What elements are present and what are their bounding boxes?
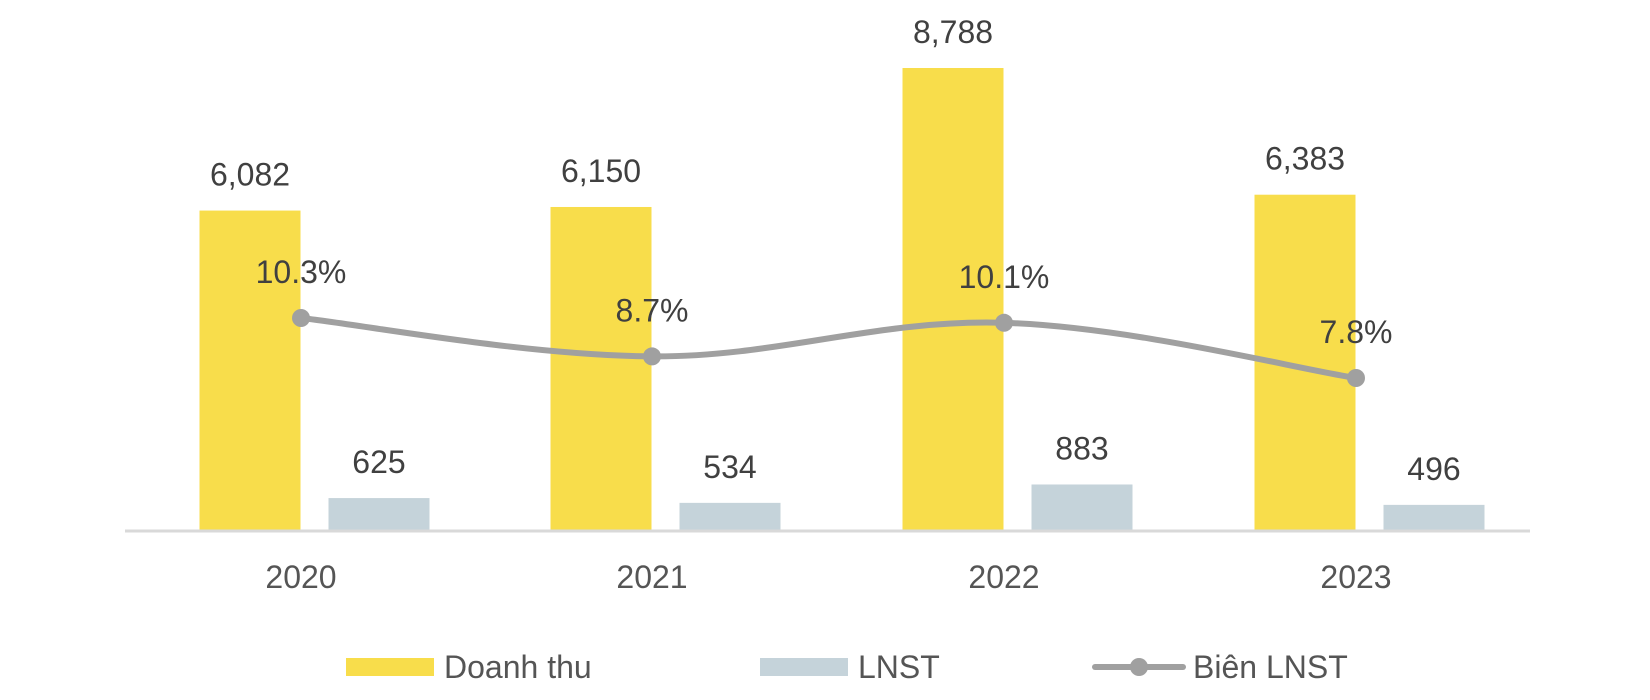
legend-item-lnst: LNST [760, 649, 940, 685]
legend-swatch-doanh-thu [346, 658, 434, 676]
point-bien-lnst-2023 [1347, 369, 1365, 387]
point-bien-lnst-2020 [292, 309, 310, 327]
bar-layer [199, 68, 1485, 532]
data-label-lnst-2020: 625 [352, 444, 405, 480]
data-label-lnst-2023: 496 [1407, 451, 1460, 487]
legend-marker-bien-lnst [1130, 658, 1148, 676]
x-tick-2023: 2023 [1320, 559, 1391, 595]
bar-lnst-2020 [328, 498, 430, 531]
bar-doanh-thu-2020 [199, 210, 301, 532]
bar-lnst-2023 [1383, 504, 1485, 531]
data-label-lnst-2022: 883 [1055, 430, 1108, 466]
x-tick-2020: 2020 [265, 559, 336, 595]
legend-swatch-lnst [760, 658, 848, 676]
data-label-lnst-2021: 534 [703, 449, 756, 485]
bar-lnst-2022 [1031, 484, 1133, 531]
legend-label-doanh-thu: Doanh thu [444, 649, 592, 685]
x-axis-ticks: 2020 2021 2022 2023 [265, 559, 1391, 595]
bar-lnst-2021 [679, 502, 781, 531]
data-label-doanh-thu-2022: 8,788 [913, 14, 993, 50]
x-tick-2021: 2021 [616, 559, 687, 595]
legend: Doanh thu LNST Biên LNST [346, 649, 1348, 685]
line-layer [292, 309, 1365, 387]
bar-doanh-thu-2021 [550, 206, 652, 531]
data-label-doanh-thu-2021: 6,150 [561, 153, 641, 189]
point-bien-lnst-2021 [643, 347, 661, 366]
legend-label-lnst: LNST [858, 649, 940, 685]
data-label-doanh-thu-2020: 6,082 [210, 157, 290, 193]
bar-doanh-thu-2022 [902, 68, 1004, 531]
data-label-bien-lnst-2021: 8.7% [616, 292, 689, 328]
line-bien-lnst [298, 315, 1359, 381]
data-label-bien-lnst-2023: 7.8% [1320, 314, 1393, 350]
data-label-bien-lnst-2022: 10.1% [959, 259, 1050, 295]
data-label-bien-lnst-2020: 10.3% [256, 254, 347, 290]
label-layer: 6,082 625 6,150 534 8,788 883 6,383 496 10.3% 8.7… [210, 14, 1461, 487]
legend-item-doanh-thu: Doanh thu [346, 649, 592, 685]
data-label-doanh-thu-2023: 6,383 [1265, 141, 1345, 177]
x-tick-2022: 2022 [968, 559, 1039, 595]
point-bien-lnst-2022 [995, 313, 1013, 332]
legend-item-bien-lnst: Biên LNST [1092, 649, 1348, 685]
legend-label-bien-lnst: Biên LNST [1193, 649, 1348, 685]
